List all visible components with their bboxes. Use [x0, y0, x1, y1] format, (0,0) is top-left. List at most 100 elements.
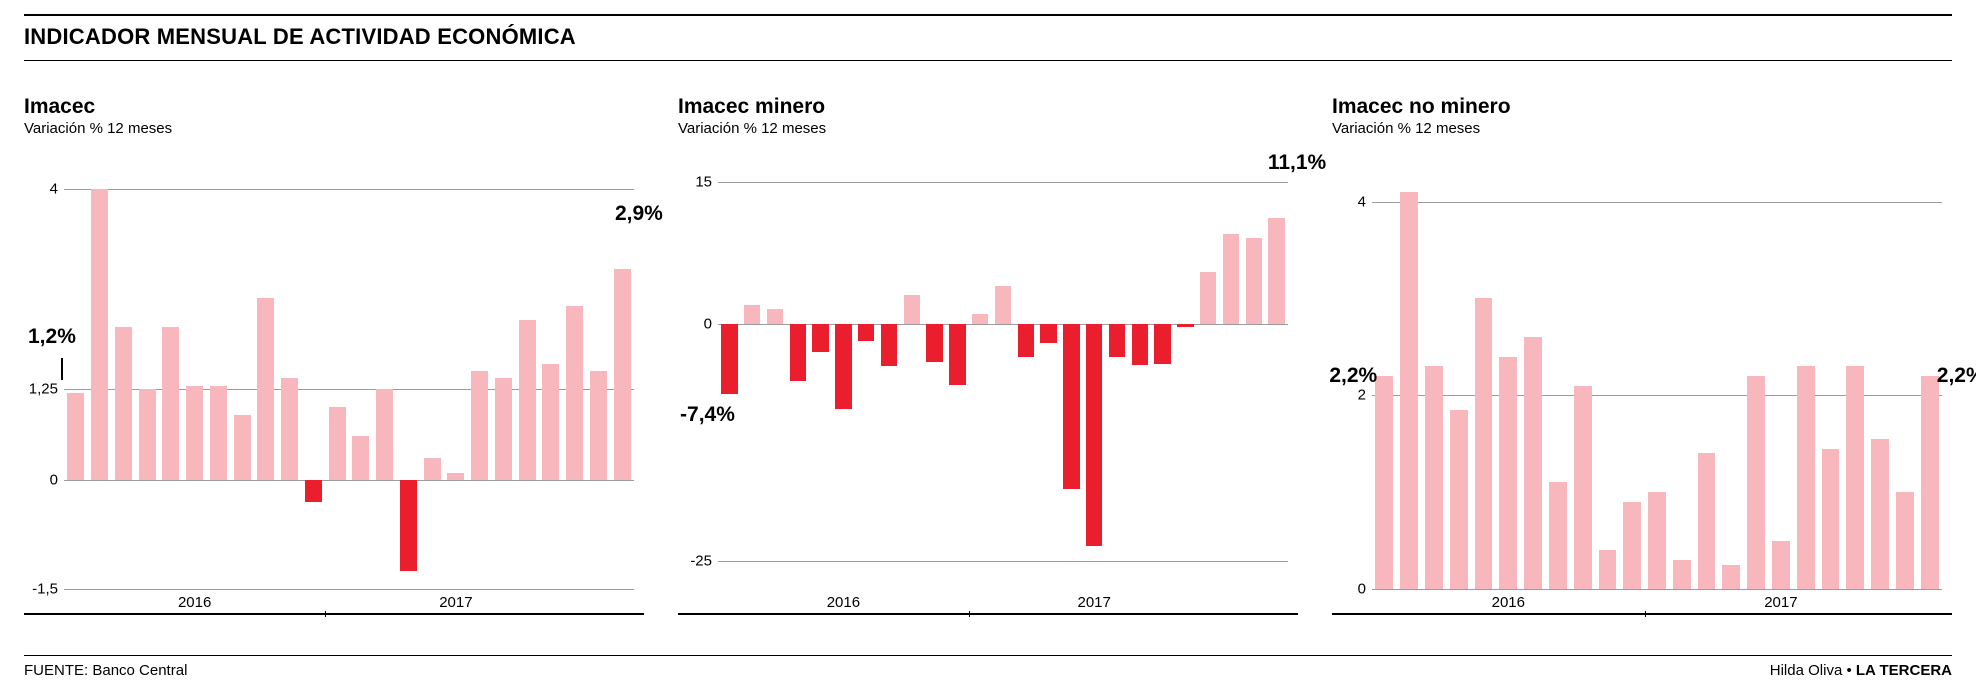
chart-title: Imacec no minero: [1332, 95, 1952, 118]
x-labels: 2016 2017: [64, 591, 634, 611]
gridline: [718, 182, 1288, 183]
x-tick: [325, 611, 326, 617]
chart-subtitle: Variación % 12 meses: [24, 120, 644, 137]
bar: [1822, 449, 1840, 589]
bar: [926, 324, 942, 362]
x-tick: [1645, 611, 1646, 617]
charts-row: Imacec Variación % 12 meses -1,501,2541,…: [24, 95, 1952, 615]
x-group-label: 2016: [827, 594, 860, 611]
bar: [1648, 492, 1666, 589]
y-tick-label: 0: [50, 472, 58, 489]
y-tick-label: 1,25: [29, 381, 58, 398]
bar: [305, 480, 322, 502]
bar: [400, 480, 417, 571]
bar: [1846, 366, 1864, 589]
bar: [1268, 218, 1284, 323]
callout-pointer: [61, 358, 63, 380]
bar: [519, 320, 536, 480]
chart-imacec: Imacec Variación % 12 meses -1,501,2541,…: [24, 95, 644, 615]
bar: [1154, 324, 1170, 365]
bars-area: -25015-7,4%11,1%: [718, 153, 1288, 589]
bar: [1475, 298, 1493, 589]
bar: [1698, 453, 1716, 589]
y-tick-label: 0: [1358, 581, 1366, 598]
bar: [91, 189, 108, 480]
bar: [281, 378, 298, 480]
x-group-label: 2016: [178, 594, 211, 611]
y-tick-label: 4: [1358, 193, 1366, 210]
bar: [1425, 366, 1443, 589]
bar: [471, 371, 488, 480]
bar: [1921, 376, 1939, 589]
bar: [744, 305, 760, 324]
bar: [352, 436, 369, 480]
callout-label: 2,9%: [615, 202, 663, 226]
source-label: FUENTE:: [24, 662, 88, 679]
chart-title: Imacec: [24, 95, 644, 118]
bar: [1871, 439, 1889, 589]
gridline: [718, 561, 1288, 562]
x-labels: 20162017: [1372, 591, 1942, 611]
bar: [835, 324, 851, 409]
credit-sep: •: [1842, 662, 1856, 679]
chart-imacec-no-minero: Imacec no minero Variación % 12 meses 02…: [1332, 95, 1952, 615]
bar: [1747, 376, 1765, 589]
title-bar: INDICADOR MENSUAL DE ACTIVIDAD ECONÓMICA: [24, 14, 1952, 61]
bar: [542, 364, 559, 480]
bars-area: 0242,2%2,2%: [1372, 153, 1942, 589]
bar: [1574, 386, 1592, 589]
bar: [1200, 272, 1216, 324]
y-tick-label: 4: [50, 181, 58, 198]
bar: [1896, 492, 1914, 589]
bar: [881, 324, 897, 367]
bar: [614, 269, 631, 480]
y-tick-label: -1,5: [32, 581, 58, 598]
bars-area: -1,501,2541,2%2,9%: [64, 153, 634, 589]
bar: [1599, 550, 1617, 589]
bar: [858, 324, 874, 341]
gridline: [1372, 589, 1942, 590]
gridline: [64, 589, 634, 590]
footer: FUENTE: Banco Central Hilda Oliva • LA T…: [24, 655, 1952, 679]
bar: [376, 389, 393, 480]
bar: [949, 324, 965, 386]
bar: [210, 386, 227, 480]
chart-title: Imacec minero: [678, 95, 1298, 118]
credit-brand: LA TERCERA: [1856, 662, 1952, 679]
bar: [1722, 565, 1740, 589]
chart-head: Imacec minero Variación % 12 meses: [678, 95, 1298, 137]
bar: [972, 314, 988, 323]
callout-label: 2,2%: [1937, 364, 1976, 388]
bar: [329, 407, 346, 480]
y-tick-label: 0: [704, 315, 712, 332]
gridline: [64, 189, 634, 190]
bar: [1499, 357, 1517, 589]
bar: [812, 324, 828, 352]
bar: [186, 386, 203, 480]
x-labels: 2016 2017: [718, 591, 1288, 611]
bar: [1549, 482, 1567, 589]
bar: [995, 286, 1011, 324]
bar: [1063, 324, 1079, 490]
bar: [721, 324, 737, 394]
x-group-label: 2017: [1078, 594, 1111, 611]
bar: [1400, 192, 1418, 589]
bar: [447, 473, 464, 480]
bar: [1623, 502, 1641, 589]
bar: [1246, 238, 1262, 323]
chart-plot: -25015-7,4%11,1% 2016 2017: [678, 143, 1298, 615]
callout-label: -7,4%: [680, 403, 735, 427]
x-group-label: 2016: [1492, 594, 1525, 611]
bar: [566, 306, 583, 480]
bar: [1132, 324, 1148, 366]
bar: [139, 389, 156, 480]
chart-subtitle: Variación % 12 meses: [678, 120, 1298, 137]
bar: [1177, 324, 1193, 328]
bar: [790, 324, 806, 381]
x-group-label: 2017: [439, 594, 472, 611]
bar: [67, 393, 84, 480]
credit: Hilda Oliva • LA TERCERA: [1770, 662, 1952, 679]
bar: [1109, 324, 1125, 357]
bar: [115, 327, 132, 480]
y-tick-label: 2: [1358, 387, 1366, 404]
